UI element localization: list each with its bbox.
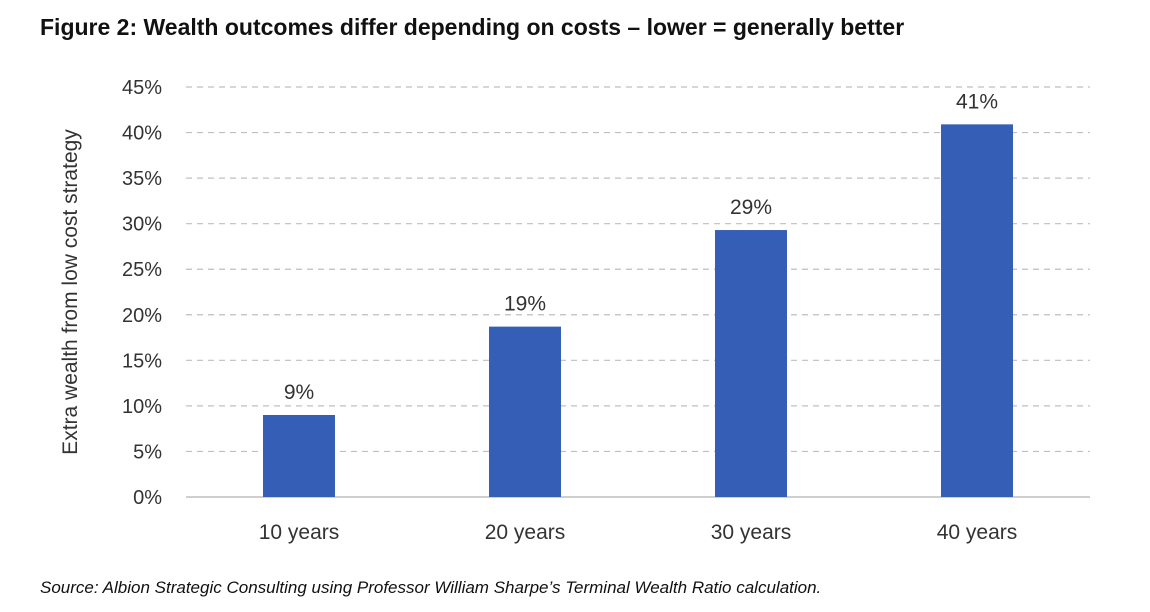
y-tick-label: 40% xyxy=(122,123,162,145)
bar xyxy=(941,124,1013,497)
source-note: Source: Albion Strategic Consulting usin… xyxy=(40,578,822,597)
data-labels: 9% 19% 29% 41% xyxy=(284,90,998,404)
y-axis-ticks: 0% 5% 10% 15% 20% 25% 30% 35% 40% 45% xyxy=(122,77,162,509)
figure-title: Figure 2: Wealth outcomes differ dependi… xyxy=(40,14,905,40)
x-tick-label: 30 years xyxy=(711,521,792,544)
y-tick-label: 20% xyxy=(122,305,162,327)
y-tick-label: 45% xyxy=(122,77,162,99)
x-tick-label: 40 years xyxy=(937,521,1018,544)
y-tick-label: 5% xyxy=(133,441,162,463)
gridlines xyxy=(186,86,1090,498)
data-label: 9% xyxy=(284,381,314,404)
y-tick-label: 25% xyxy=(122,259,162,281)
y-tick-label: 35% xyxy=(122,168,162,190)
data-label: 19% xyxy=(504,293,546,316)
data-label: 41% xyxy=(956,90,998,113)
x-tick-label: 20 years xyxy=(485,521,566,544)
bar xyxy=(489,326,561,497)
y-tick-label: 10% xyxy=(122,396,162,418)
y-tick-label: 30% xyxy=(122,214,162,236)
bar xyxy=(263,415,335,497)
data-label: 29% xyxy=(730,196,772,219)
y-tick-label: 0% xyxy=(133,487,162,509)
bars xyxy=(263,124,1013,498)
bar xyxy=(715,230,787,498)
y-tick-label: 15% xyxy=(122,350,162,372)
y-axis-label: Extra wealth from low cost strategy xyxy=(59,129,82,455)
x-tick-label: 10 years xyxy=(259,521,340,544)
x-axis-ticks: 10 years 20 years 30 years 40 years xyxy=(259,521,1018,544)
